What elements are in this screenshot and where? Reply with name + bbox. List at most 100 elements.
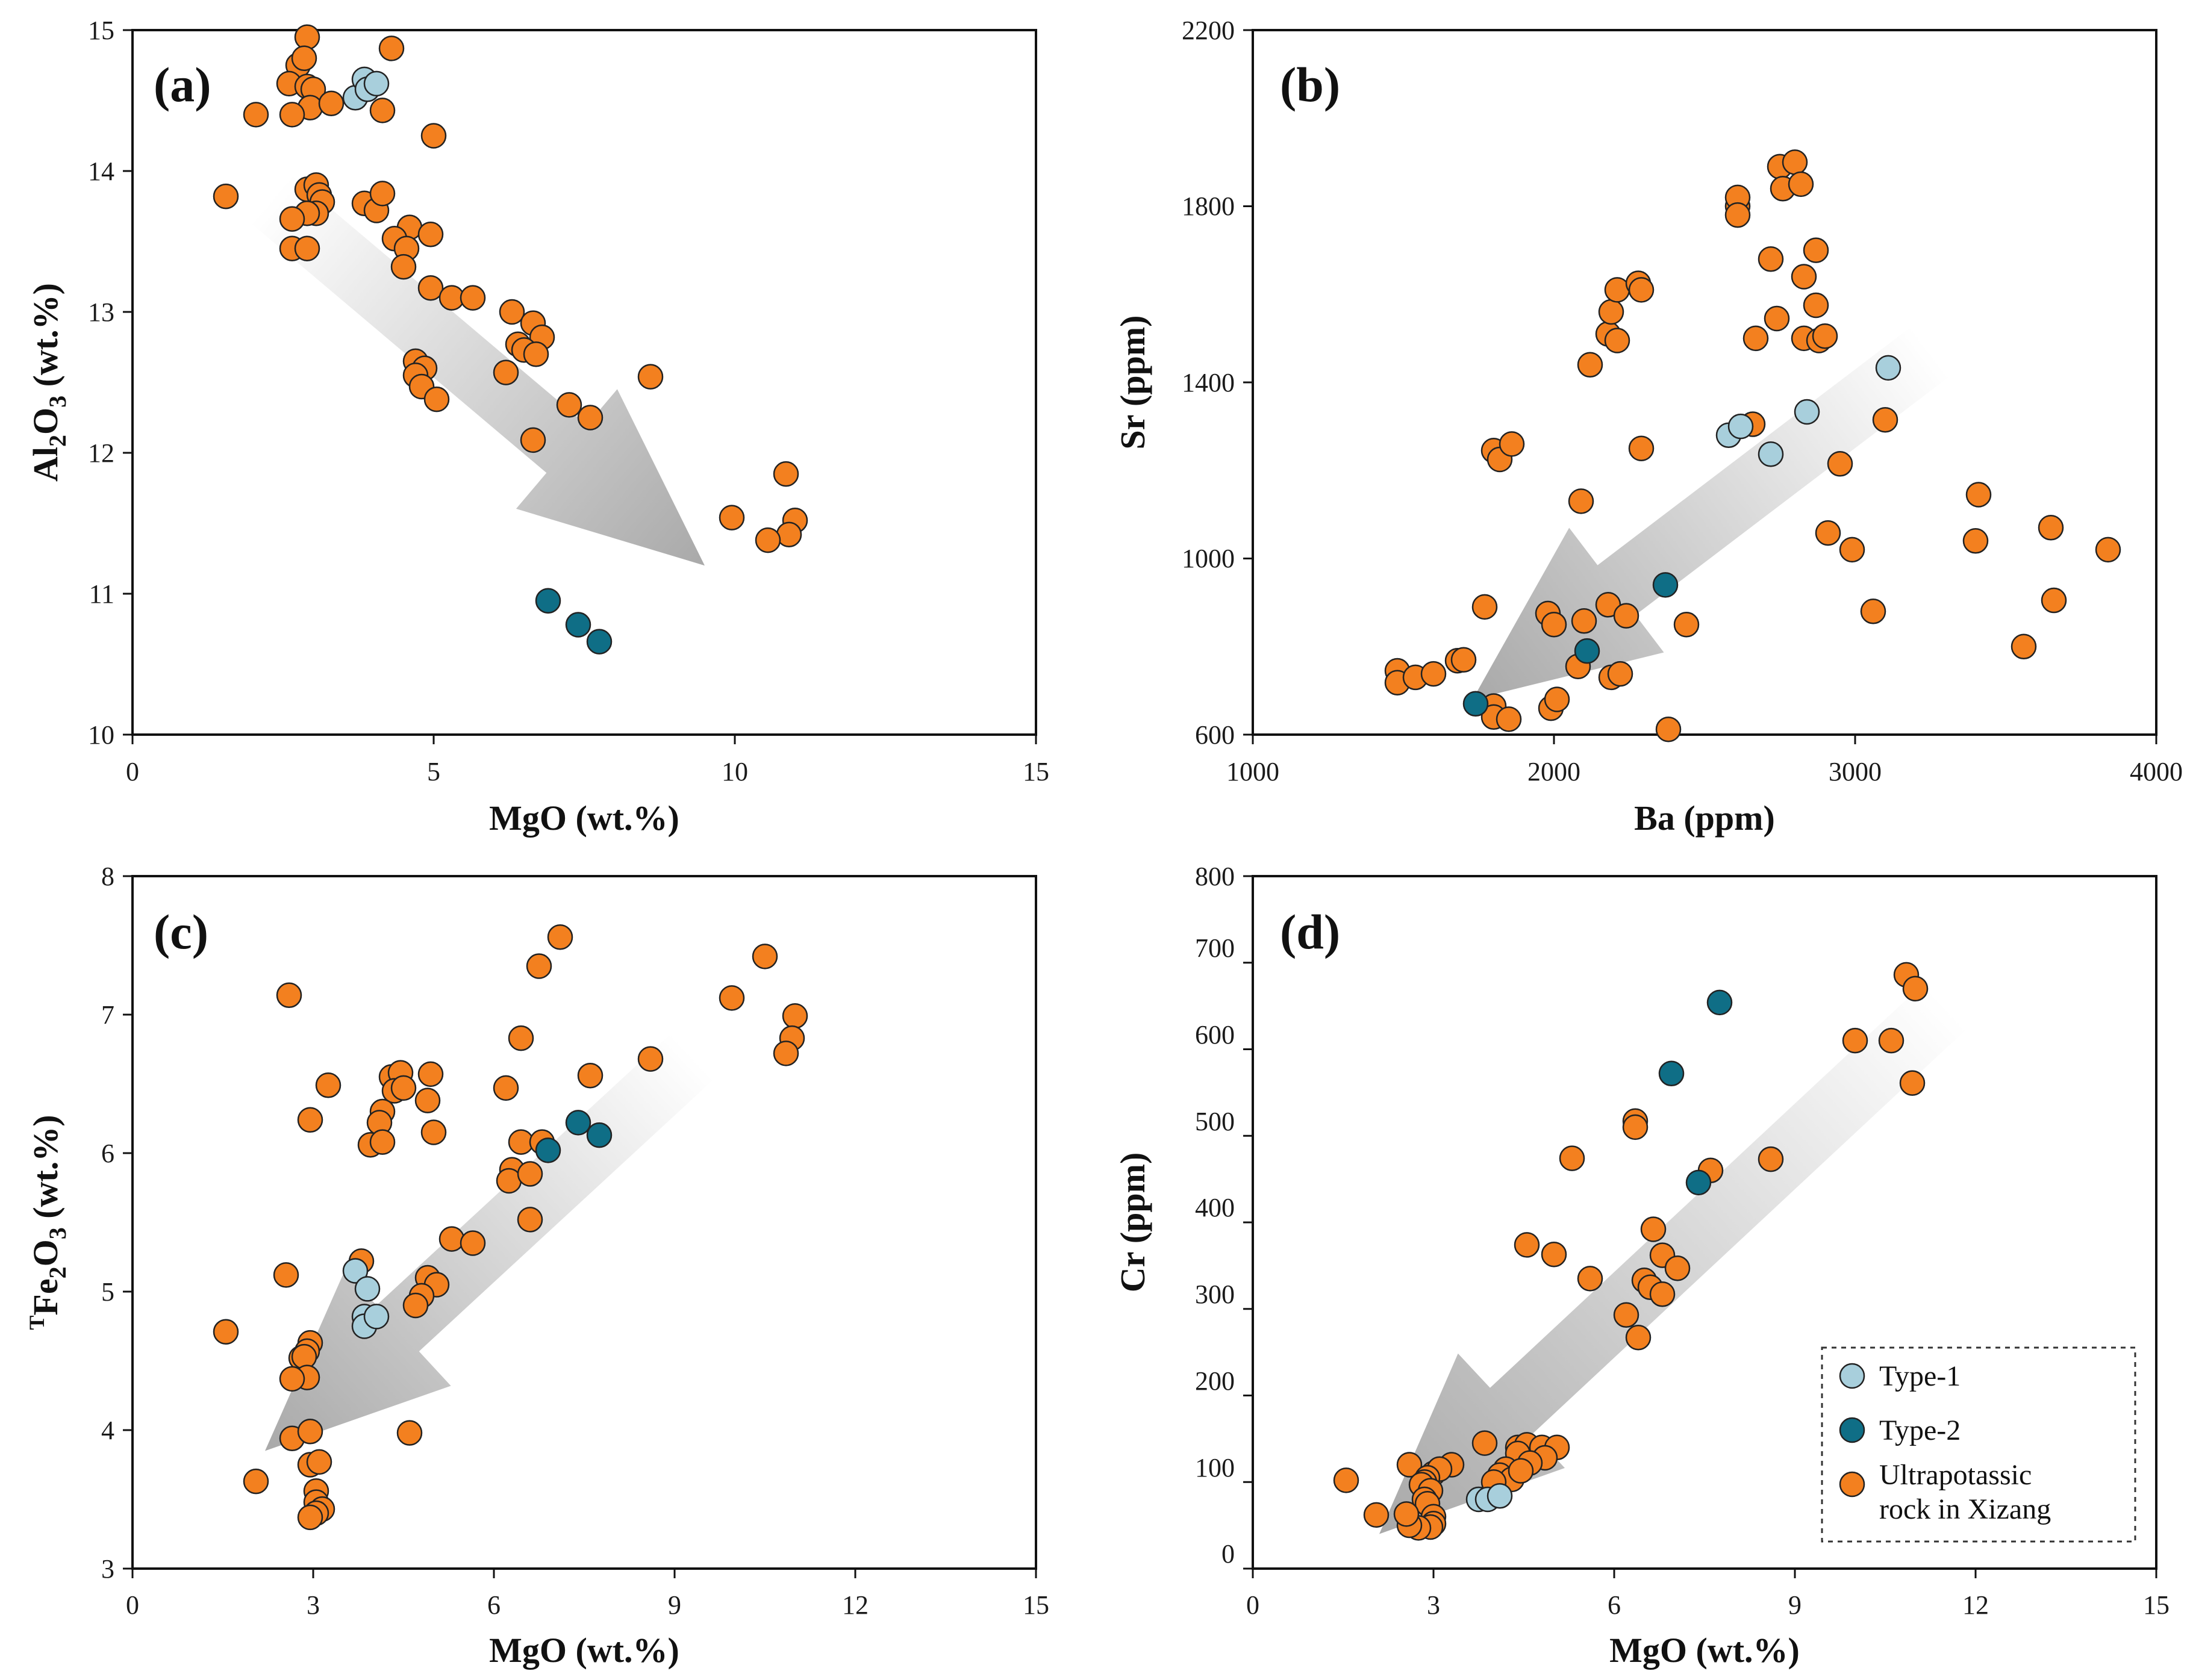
point-ultra	[369, 98, 396, 123]
legend-marker-ultra	[1839, 1471, 1865, 1498]
point-ultra	[1604, 328, 1630, 353]
point-type1	[342, 1258, 369, 1284]
point-ultra	[1396, 1452, 1423, 1478]
point-type2	[565, 612, 591, 638]
point-ultra	[460, 285, 486, 311]
y-tick-label: 2200	[1182, 16, 1235, 45]
point-ultra	[637, 1046, 664, 1072]
point-ultra	[1803, 292, 1829, 319]
point-ultra	[438, 1226, 465, 1252]
x-axis-title: MgO (wt.%)	[489, 798, 679, 838]
point-ultra	[279, 1366, 305, 1392]
trend-arrow	[251, 175, 705, 566]
point-ultra	[369, 1129, 396, 1155]
point-ultra	[1559, 1145, 1585, 1171]
y-tick-label: 5	[101, 1277, 114, 1307]
point-ultra	[776, 521, 802, 547]
point-ultra	[1827, 451, 1853, 477]
point-type1	[1727, 413, 1754, 440]
panel-label: (a)	[154, 57, 211, 112]
point-ultra	[508, 1025, 534, 1051]
y-tick-label: 800	[1195, 862, 1235, 891]
point-ultra	[1788, 171, 1814, 198]
point-ultra	[547, 924, 573, 950]
point-ultra	[1598, 299, 1624, 325]
panel-label: (b)	[1280, 57, 1340, 112]
point-type2	[565, 1110, 591, 1136]
point-ultra	[1842, 1027, 1868, 1054]
point-type1	[1794, 399, 1820, 425]
point-type2	[1685, 1169, 1712, 1196]
y-tick-label: 0	[1221, 1539, 1235, 1569]
point-ultra	[517, 1207, 543, 1233]
point-ultra	[1420, 661, 1447, 687]
point-ultra	[1962, 528, 1989, 554]
point-ultra	[378, 36, 405, 61]
point-ultra	[417, 1061, 444, 1087]
point-ultra	[420, 123, 447, 149]
x-tick-label: 3	[1427, 1590, 1440, 1620]
plot-frame	[131, 29, 1037, 736]
y-tick-label: 1800	[1182, 191, 1235, 221]
y-tick-label: 500	[1195, 1107, 1235, 1136]
y-tick-label: 1000	[1182, 544, 1235, 573]
y-tick-label: 1400	[1182, 368, 1235, 397]
point-ultra	[637, 364, 664, 390]
point-ultra	[2038, 515, 2064, 541]
point-ultra	[273, 1262, 299, 1288]
panel-b: (b) 1000 2000 3000 4000 600 1000 1400 18…	[1113, 16, 2183, 838]
point-ultra	[719, 505, 745, 530]
y-tick-label: 7	[101, 1000, 114, 1030]
point-type2	[535, 1137, 561, 1163]
y-tick-label: 3	[101, 1554, 114, 1584]
point-ultra	[1544, 686, 1570, 712]
point-ultra	[396, 1420, 423, 1446]
point-type2	[1658, 1060, 1685, 1087]
point-ultra	[1640, 1216, 1667, 1242]
x-axis-title: MgO (wt.%)	[1609, 1631, 1800, 1670]
point-ultra	[318, 90, 345, 116]
data-points	[1384, 149, 2121, 742]
y-tick-label: 600	[1195, 720, 1235, 750]
legend-marker-type2	[1839, 1417, 1865, 1443]
x-tick-label: 0	[1246, 1590, 1259, 1620]
point-ultra	[1872, 406, 1898, 433]
point-ultra	[1496, 706, 1522, 732]
point-ultra	[402, 1292, 429, 1319]
point-ultra	[390, 1075, 417, 1101]
point-type1	[354, 1276, 381, 1302]
point-type2	[586, 1122, 613, 1148]
x-tick-label: 15	[1023, 1590, 1049, 1620]
y-tick-label: 4	[101, 1416, 114, 1445]
y-tick-label: 300	[1195, 1280, 1235, 1309]
point-ultra	[1758, 246, 1784, 272]
x-tick-label: 12	[1962, 1590, 1989, 1620]
point-type1	[363, 1304, 390, 1330]
legend-label-type1: Type-1	[1879, 1360, 1961, 1392]
x-tick-label: 10	[722, 757, 748, 786]
point-ultra	[1758, 1146, 1784, 1172]
axis-ticks	[1243, 29, 2157, 744]
point-ultra	[1664, 1255, 1691, 1281]
point-ultra	[1577, 352, 1603, 378]
point-type2	[1706, 989, 1733, 1016]
y-tick-label: 15	[88, 16, 114, 45]
point-ultra	[1625, 1324, 1652, 1351]
point-ultra	[1541, 611, 1567, 638]
point-ultra	[276, 982, 302, 1009]
plot-frame	[1252, 29, 2157, 736]
point-type2	[1574, 638, 1600, 664]
y-tick-label: 8	[101, 862, 114, 891]
point-ultra	[297, 1504, 323, 1531]
point-ultra	[297, 1419, 323, 1445]
plot-frame	[131, 875, 1037, 1570]
point-ultra	[2041, 587, 2067, 614]
legend-label-ultra-line1: Ultrapotassic	[1879, 1459, 2032, 1491]
x-tick-label: 9	[668, 1590, 681, 1620]
point-ultra	[1724, 202, 1751, 228]
point-ultra	[523, 341, 549, 367]
x-tick-label: 1000	[1226, 757, 1279, 786]
y-tick-label: 6	[101, 1139, 114, 1168]
point-ultra	[1764, 305, 1790, 332]
point-ultra	[1878, 1027, 1905, 1054]
